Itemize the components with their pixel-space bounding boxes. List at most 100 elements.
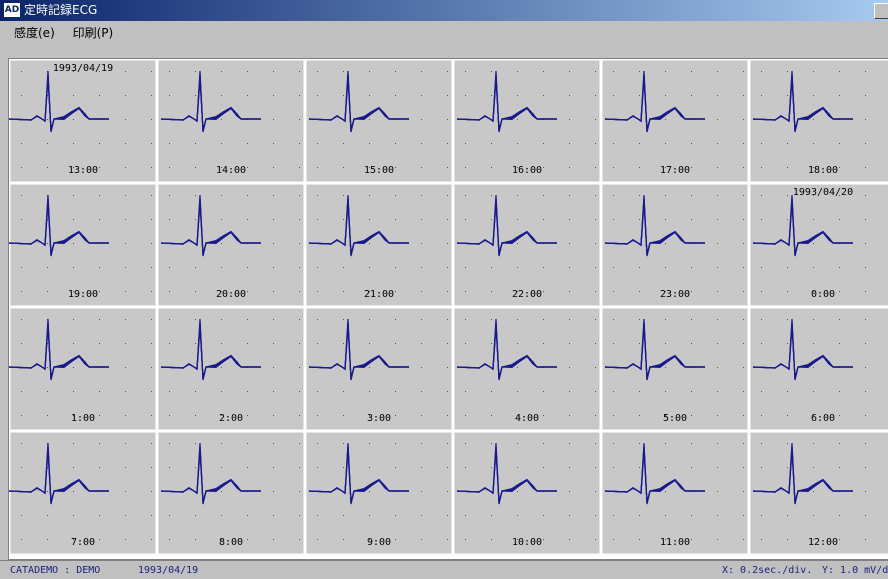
grid-dot [639, 167, 640, 168]
panel-time: 2:00 [219, 413, 243, 424]
grid-dot [169, 267, 170, 268]
grid-dot [639, 515, 640, 516]
grid-dot [169, 319, 170, 320]
grid-dot [73, 71, 74, 72]
ecg-trace [308, 70, 409, 133]
grid-dot [369, 391, 370, 392]
grid-dot [639, 415, 640, 416]
grid-dot [491, 539, 492, 540]
grid-dot [317, 515, 318, 516]
panel-time: 1:00 [71, 413, 95, 424]
grid-dot [47, 243, 48, 244]
grid-dot [839, 143, 840, 144]
grid-dot [761, 95, 762, 96]
grid-dot [317, 443, 318, 444]
menu-item[interactable]: 印刷(P) [72, 26, 114, 40]
grid-dot [639, 443, 640, 444]
grid-dot [125, 119, 126, 120]
grid-dot [221, 515, 222, 516]
panel-bg [749, 183, 888, 307]
ecg-trace [752, 194, 853, 257]
grid-dot [99, 291, 100, 292]
grid-dot [865, 267, 866, 268]
grid-dot [839, 195, 840, 196]
panel-bg [305, 59, 453, 183]
grid-dot [343, 467, 344, 468]
grid-dot [543, 95, 544, 96]
grid-dot [369, 291, 370, 292]
grid-dot [169, 143, 170, 144]
ecg-trace [456, 70, 557, 133]
panel-bg [601, 307, 749, 431]
grid-dot [73, 219, 74, 220]
grid-dot [369, 319, 370, 320]
grid-dot [491, 291, 492, 292]
grid-dot [613, 467, 614, 468]
grid-dot [761, 415, 762, 416]
panel-bg [453, 307, 601, 431]
grid-dot [865, 95, 866, 96]
grid-dot [247, 219, 248, 220]
grid-dot [595, 443, 596, 444]
grid-dot [839, 467, 840, 468]
grid-dot [195, 467, 196, 468]
panel-time: 3:00 [367, 413, 391, 424]
grid-dot [865, 443, 866, 444]
ecg-panel: 3:00 [305, 307, 453, 431]
grid-dot [787, 291, 788, 292]
grid-dot [743, 119, 744, 120]
grid-dot [125, 443, 126, 444]
grid-dot [639, 71, 640, 72]
grid-dot [639, 195, 640, 196]
grid-dot [395, 219, 396, 220]
grid-dot [247, 539, 248, 540]
grid-dot [865, 219, 866, 220]
menu-item[interactable]: 感度(e) [14, 26, 55, 40]
grid-dot [717, 515, 718, 516]
ecg-trace [308, 442, 409, 505]
grid-dot [813, 219, 814, 220]
grid-dot [447, 319, 448, 320]
grid-dot [543, 415, 544, 416]
grid-dot [543, 291, 544, 292]
grid-dot [595, 95, 596, 96]
grid-dot [865, 391, 866, 392]
panel-time: 16:00 [512, 165, 542, 176]
grid-dot [99, 95, 100, 96]
grid-dot [395, 443, 396, 444]
grid-dot [421, 143, 422, 144]
grid-dot [247, 71, 248, 72]
grid-dot [639, 539, 640, 540]
grid-dot [447, 391, 448, 392]
grid-dot [299, 243, 300, 244]
grid-dot [47, 515, 48, 516]
grid-dot [447, 243, 448, 244]
grid-dot [195, 539, 196, 540]
grid-dot [151, 491, 152, 492]
grid-dot [665, 367, 666, 368]
ecg-trace [9, 318, 109, 381]
grid-dot [273, 219, 274, 220]
grid-dot [151, 443, 152, 444]
grid-dot [491, 391, 492, 392]
grid-dot [447, 195, 448, 196]
panel-time: 21:00 [364, 289, 394, 300]
grid-dot [195, 267, 196, 268]
grid-dot [569, 319, 570, 320]
grid-dot [169, 343, 170, 344]
grid-dot [787, 95, 788, 96]
grid-dot [195, 143, 196, 144]
grid-dot [517, 467, 518, 468]
grid-dot [221, 71, 222, 72]
grid-dot [247, 467, 248, 468]
ecg-panels: 1993/04/19 13:00 14:00 15:00 16:00 17:00 18:00… [9, 59, 888, 555]
grid-dot [421, 415, 422, 416]
grid-dot [569, 343, 570, 344]
grid-dot [395, 319, 396, 320]
close-button[interactable] [874, 3, 888, 19]
grid-dot [447, 539, 448, 540]
grid-dot [691, 195, 692, 196]
grid-dot [717, 391, 718, 392]
grid-dot [743, 143, 744, 144]
